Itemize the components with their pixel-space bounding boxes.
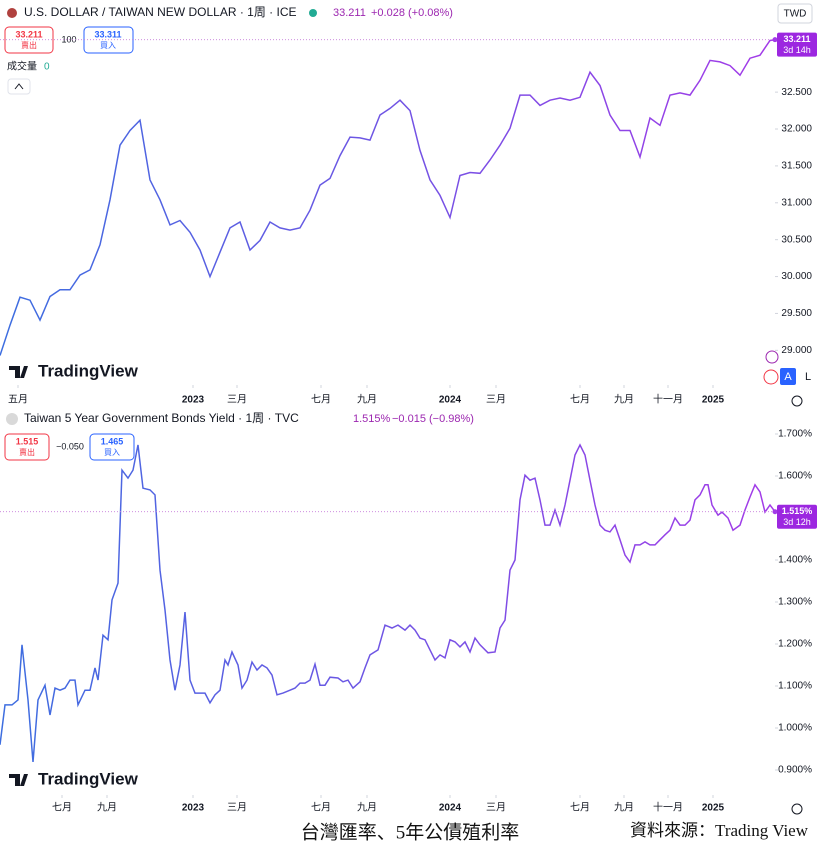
y-tick-label: 1.700% [778,429,812,440]
x-tick-label: 九月 [357,394,377,406]
volume: 0 [44,62,50,73]
y-tick-label: 32.000 [781,124,812,135]
caption: 台灣匯率、5年公債殖利率 [301,821,520,843]
event-icon [763,369,779,385]
x-tick-label: 七月 [570,394,590,406]
buy-button[interactable] [89,433,135,461]
spread: −0.050 [56,441,84,451]
change: −0.015 (−0.98%) [392,413,474,425]
y-tick-label: 0.900% [778,765,812,776]
price-tag [777,32,817,57]
settings-icon[interactable] [791,803,803,815]
x-tick-label: 七月 [52,802,72,814]
logo-icon [9,774,28,786]
y-tick-label: 1.100% [778,681,812,692]
x-tick-label: 七月 [570,802,590,814]
sell-label[interactable]: 賣出 [19,447,35,457]
status-dot [309,9,317,17]
x-tick-label: 2023 [182,803,205,814]
y-tick-label: 1.600% [778,471,812,482]
auto-button[interactable] [780,368,796,385]
x-tick-label: 2025 [702,395,725,406]
sell-button[interactable] [4,26,54,54]
symbol-icon [6,413,18,425]
x-tick-label: 三月 [486,394,506,406]
x-tick-label: 九月 [97,802,117,814]
last-point [772,37,778,43]
y-tick-label: 30.500 [781,234,812,245]
price-line [0,38,776,356]
sell-button[interactable] [4,433,50,461]
y-tick-label: 32.500 [781,87,812,98]
x-tick-label: 2024 [439,803,462,814]
x-tick-label: 九月 [614,394,634,406]
y-tick-label: 29.000 [781,345,812,356]
price-tag [777,504,817,529]
buy-price[interactable]: 33.311 [94,29,121,39]
price-tag-value: 1.515% [782,506,813,516]
source: 資料來源：Trading View [630,821,809,840]
flag-icon [7,8,17,18]
price-tag-countdown: 3d 14h [783,45,811,55]
logo-icon [9,366,28,378]
y-tick-label: 1.400% [778,555,812,566]
auto-label[interactable]: A [784,371,792,383]
price: 33.211 [333,7,366,19]
last-point [772,509,778,515]
buy-price[interactable]: 1.465 [101,436,124,446]
y-tick-label: 1.200% [778,639,812,650]
settings-icon[interactable] [791,395,803,407]
currency[interactable]: TWD [784,9,807,20]
chart-title: Taiwan 5 Year Government Bonds Yield · 1… [24,411,299,425]
x-tick-label: 三月 [227,802,247,814]
log-label[interactable]: L [805,371,811,383]
alert-icon [765,350,779,364]
y-tick-label: 1.000% [778,723,812,734]
sell-price[interactable]: 1.515 [16,436,39,446]
x-tick-label: 七月 [311,394,331,406]
buy-label[interactable]: 買入 [100,41,116,50]
sell-label[interactable]: 賣出 [21,40,37,50]
x-tick-label: 十一月 [653,801,683,814]
buy-label[interactable]: 買入 [104,448,120,457]
x-tick-label: 2023 [182,395,205,406]
y-tick-label: 29.500 [781,308,812,319]
y-tick-label: 1.300% [778,597,812,608]
price-tag-countdown: 3d 12h [783,517,811,527]
x-tick-label: 2024 [439,395,462,406]
collapse-button[interactable] [7,78,31,95]
logo-text: TradingView [38,769,139,788]
sell-price[interactable]: 33.211 [15,29,42,39]
price: 1.515% [353,413,391,425]
x-tick-label: 九月 [614,802,634,814]
y-tick-label: 31.000 [781,197,812,208]
x-tick-label: 十一月 [653,393,683,406]
chart-title: U.S. DOLLAR / TAIWAN NEW DOLLAR · 1周 · I… [24,5,297,19]
price-tag-value: 33.211 [783,34,810,44]
x-tick-label: 2025 [702,803,725,814]
y-tick-label: 31.500 [781,161,812,172]
x-tick-label: 三月 [486,802,506,814]
x-tick-label: 三月 [227,394,247,406]
currency-button[interactable] [777,3,813,24]
collapse-icon [14,83,24,90]
x-tick-label: 五月 [8,394,28,406]
logo-text: TradingView [38,361,139,380]
change: +0.028 (+0.08%) [371,7,453,19]
y-tick-label: 30.000 [781,271,812,282]
x-tick-label: 七月 [311,802,331,814]
price-line [0,443,776,763]
volume-label: 成交量 [7,60,37,73]
x-tick-label: 九月 [357,802,377,814]
